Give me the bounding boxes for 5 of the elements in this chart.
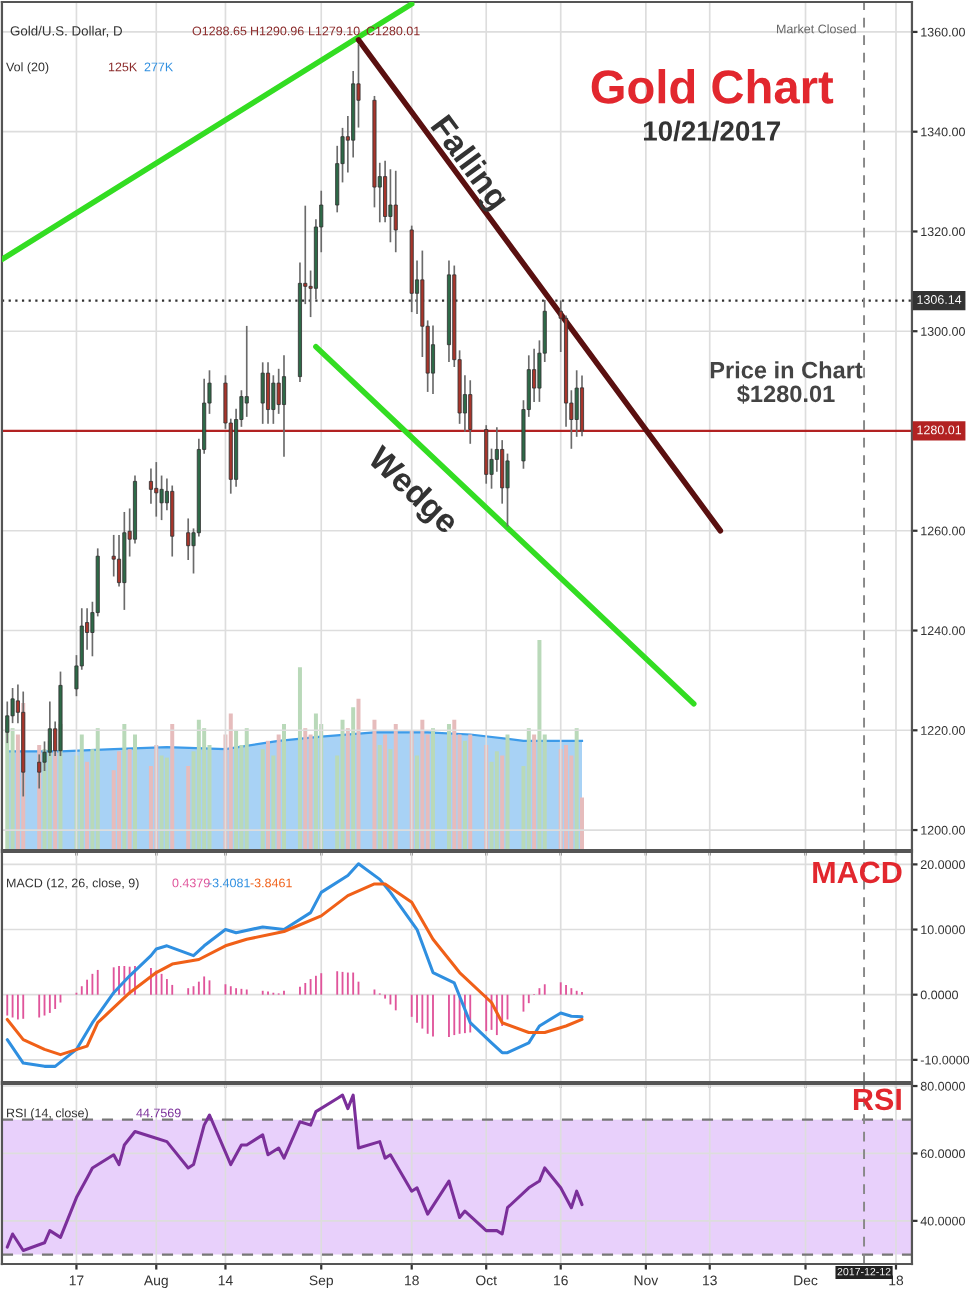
text: Gold Chart [591, 69, 834, 104]
chart-title: RSI [853, 1088, 901, 1111]
annotation: Price in Chart $1280.01 [710, 361, 863, 404]
text: 10/21/2017 [643, 120, 781, 142]
chart-title: MACD [813, 861, 902, 884]
